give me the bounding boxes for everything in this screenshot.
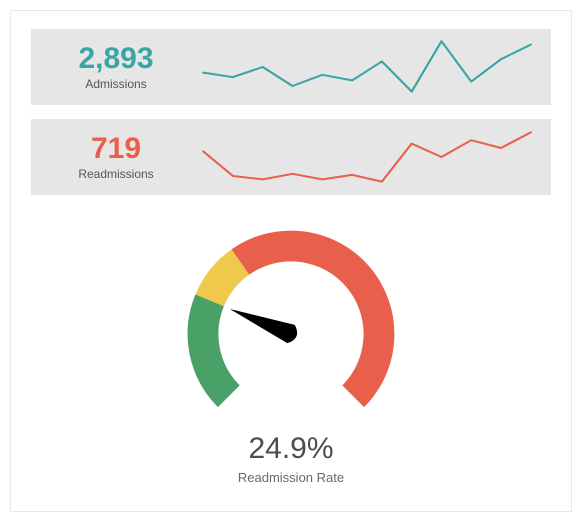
readmissions-value: 719 xyxy=(91,133,141,165)
gauge-value: 24.9% xyxy=(248,432,333,466)
readmissions-summary: 719 Readmissions xyxy=(31,133,201,181)
gauge-label: Readmission Rate xyxy=(238,470,344,485)
dashboard-frame: 2,893 Admissions 719 Readmissions 24.9% … xyxy=(10,10,572,512)
admissions-card: 2,893 Admissions xyxy=(31,29,551,105)
readmissions-card: 719 Readmissions xyxy=(31,119,551,195)
readmissions-label: Readmissions xyxy=(78,167,153,181)
admissions-summary: 2,893 Admissions xyxy=(31,43,201,91)
admissions-value: 2,893 xyxy=(78,43,153,75)
admissions-spark-chart xyxy=(201,37,533,97)
readmissions-spark-chart xyxy=(201,127,533,187)
gauge-area: 24.9% Readmission Rate xyxy=(31,215,551,493)
readmission-rate-gauge xyxy=(171,224,411,444)
admissions-label: Admissions xyxy=(85,77,146,91)
